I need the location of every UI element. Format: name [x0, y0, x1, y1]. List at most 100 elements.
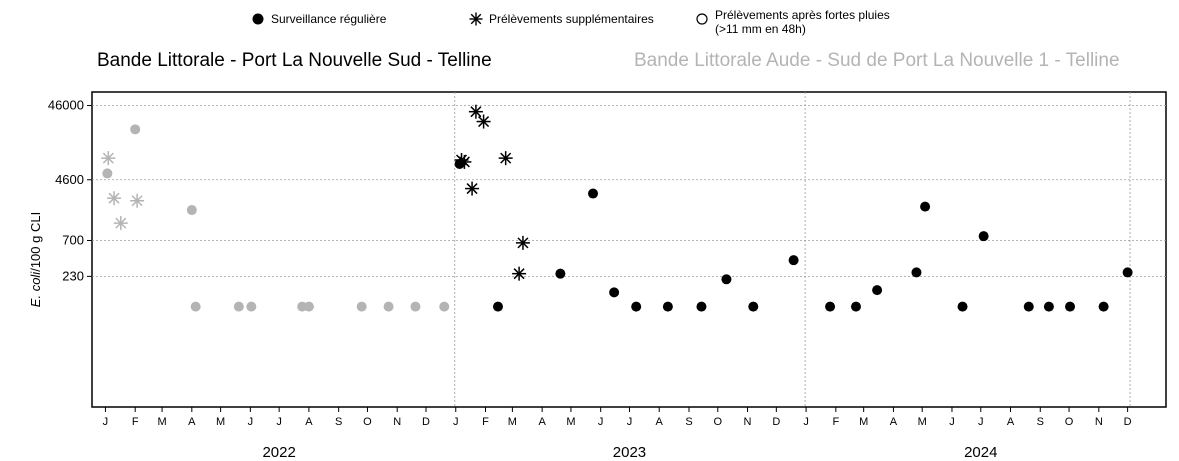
- legend-item-extra: Prélèvements supplémentaires: [469, 8, 654, 26]
- x-tick-label: M: [918, 416, 927, 428]
- x-tick-label: A: [656, 416, 664, 428]
- data-point-regular: [978, 231, 989, 242]
- x-tick-label: M: [508, 416, 517, 428]
- data-point-regular: [662, 301, 673, 312]
- chart-title-site-2: Bande Littorale Aude - Sud de Port La No…: [634, 50, 1120, 71]
- data-point-regular: [696, 301, 707, 312]
- data-point-regular: [920, 201, 931, 212]
- x-tick-label: J: [453, 416, 459, 428]
- data-point-regular: [190, 301, 201, 312]
- y-tick-label: 230: [62, 268, 84, 283]
- data-point-extra: [515, 235, 530, 250]
- data-point-extra: [498, 151, 513, 166]
- data-point-regular: [721, 274, 732, 285]
- data-point-regular: [588, 188, 599, 199]
- data-point-regular: [102, 168, 113, 179]
- x-tick-label: J: [627, 416, 633, 428]
- data-point-extra: [512, 266, 527, 281]
- x-tick-label: S: [1037, 416, 1044, 428]
- data-point-regular: [1065, 301, 1076, 312]
- open-circle-icon: [696, 13, 708, 25]
- x-tick-label: F: [832, 416, 839, 428]
- x-tick-label: O: [713, 416, 722, 428]
- data-point-regular: [130, 124, 141, 135]
- y-tick-label: 4600: [55, 172, 84, 187]
- data-point-regular: [850, 301, 861, 312]
- legend-label-regular: Surveillance régulière: [271, 12, 387, 26]
- x-tick-label: N: [1095, 416, 1103, 428]
- legend-label-rain: Prélèvements après fortes pluies (>11 mm…: [715, 8, 890, 36]
- y-axis-label: E. coli/100 g CLI: [28, 212, 43, 307]
- data-point-regular: [748, 301, 759, 312]
- data-point-regular: [492, 301, 503, 312]
- data-point-regular: [1098, 301, 1109, 312]
- x-tick-label: O: [363, 416, 372, 428]
- data-point-regular: [609, 287, 620, 298]
- filled-circle-icon: [252, 13, 264, 25]
- x-tick-label: O: [1065, 416, 1074, 428]
- chart-title-site-1: Bande Littorale - Port La Nouvelle Sud -…: [97, 50, 492, 71]
- asterisk-icon: [469, 12, 483, 26]
- legend-label-extra: Prélèvements supplémentaires: [489, 12, 654, 26]
- data-point-regular: [186, 205, 197, 216]
- data-point-regular: [383, 301, 394, 312]
- year-label: 2022: [262, 444, 295, 461]
- data-point-regular: [303, 301, 314, 312]
- data-point-extra: [457, 154, 472, 169]
- x-tick-label: S: [685, 416, 692, 428]
- data-point-regular: [1043, 301, 1054, 312]
- x-tick-label: J: [949, 416, 955, 428]
- year-label: 2024: [964, 444, 997, 461]
- x-tick-label: M: [157, 416, 166, 428]
- data-point-extra: [465, 181, 480, 196]
- data-point-regular: [631, 301, 642, 312]
- data-point-regular: [825, 301, 836, 312]
- data-point-extra: [101, 151, 116, 166]
- x-tick-label: F: [482, 416, 489, 428]
- x-tick-label: D: [772, 416, 780, 428]
- x-tick-label: J: [978, 416, 984, 428]
- data-point-regular: [410, 301, 421, 312]
- x-tick-label: A: [890, 416, 898, 428]
- data-point-regular: [555, 268, 566, 279]
- year-label: 2023: [613, 444, 646, 461]
- data-point-extra: [468, 104, 483, 119]
- data-point-regular: [788, 255, 799, 266]
- x-tick-label: A: [538, 416, 546, 428]
- x-tick-label: S: [335, 416, 342, 428]
- data-point-regular: [439, 301, 450, 312]
- x-tick-label: D: [422, 416, 430, 428]
- x-tick-label: J: [103, 416, 109, 428]
- legend-item-regular: Surveillance régulière: [251, 8, 386, 26]
- legend: Surveillance régulière Prélèvements supp…: [0, 8, 1179, 44]
- x-tick-label: N: [393, 416, 401, 428]
- x-tick-label: M: [216, 416, 225, 428]
- x-tick-label: A: [1007, 416, 1015, 428]
- x-tick-label: J: [598, 416, 604, 428]
- data-point-regular: [1122, 267, 1133, 278]
- data-point-regular: [957, 301, 968, 312]
- x-tick-label: J: [248, 416, 254, 428]
- data-point-regular: [872, 285, 883, 296]
- data-point-regular: [911, 267, 922, 278]
- legend-item-rain: Prélèvements après fortes pluies (>11 mm…: [695, 8, 895, 36]
- data-point-regular: [356, 301, 367, 312]
- x-tick-label: F: [132, 416, 139, 428]
- x-tick-label: M: [566, 416, 575, 428]
- data-point-extra: [476, 114, 491, 129]
- x-tick-label: N: [744, 416, 752, 428]
- x-tick-label: A: [305, 416, 313, 428]
- y-tick-label: 46000: [48, 98, 84, 113]
- x-tick-label: D: [1124, 416, 1132, 428]
- x-tick-label: J: [803, 416, 809, 428]
- data-point-extra: [130, 193, 145, 208]
- x-tick-label: A: [188, 416, 196, 428]
- data-point-regular: [1023, 301, 1034, 312]
- x-tick-label: J: [276, 416, 282, 428]
- y-tick-label: 700: [62, 232, 84, 247]
- data-point-extra: [113, 216, 128, 231]
- plot-frame: [91, 91, 1167, 408]
- data-point-regular: [246, 301, 257, 312]
- data-point-regular: [233, 301, 244, 312]
